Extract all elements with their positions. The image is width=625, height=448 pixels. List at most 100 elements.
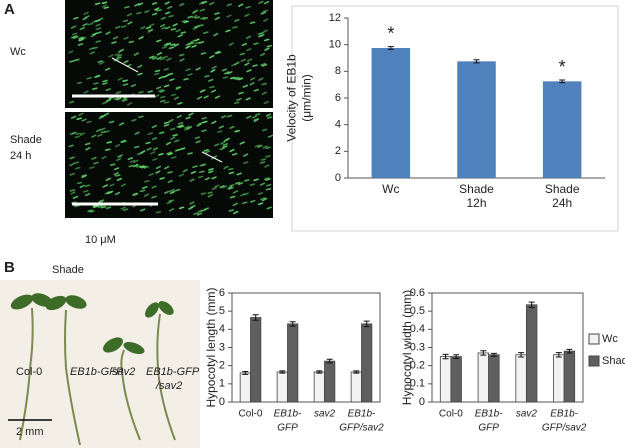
filament	[228, 186, 234, 190]
filament	[236, 172, 242, 176]
filament	[226, 114, 233, 118]
filament	[251, 115, 257, 119]
y-tick-label: 0.4	[410, 323, 425, 335]
x-tick-label: Col-0	[439, 409, 463, 420]
filament	[72, 35, 78, 39]
filament	[76, 117, 82, 120]
filament	[261, 63, 268, 67]
filament	[223, 138, 229, 143]
filament	[108, 54, 114, 58]
y-tick-label: 1	[219, 378, 225, 390]
filament	[173, 96, 179, 100]
filament	[260, 11, 267, 15]
filament	[104, 67, 111, 71]
filament	[89, 166, 95, 169]
filament	[187, 73, 193, 77]
filament	[239, 52, 245, 56]
filament	[71, 131, 78, 135]
error-bar	[555, 352, 562, 358]
filament	[151, 2, 158, 5]
filament	[169, 188, 175, 193]
filament	[169, 78, 175, 82]
filament	[148, 172, 154, 177]
filament	[100, 130, 107, 134]
filament	[140, 26, 146, 30]
seedlings	[19, 307, 176, 446]
filament	[105, 88, 111, 92]
filament	[68, 100, 75, 104]
filament	[166, 57, 172, 62]
filament	[237, 182, 244, 186]
legend-label: Shade	[602, 355, 625, 367]
filament	[159, 89, 165, 93]
filament	[179, 147, 186, 151]
filament	[236, 98, 242, 102]
filament	[249, 82, 255, 86]
filament	[170, 28, 177, 31]
x-tick-label: 24h	[552, 196, 572, 210]
filament	[123, 36, 129, 40]
filament	[220, 115, 227, 119]
filament	[174, 139, 180, 143]
filament	[114, 191, 121, 196]
error-bar	[289, 321, 296, 327]
x-tick-label: Shade	[545, 182, 580, 196]
filament	[238, 3, 244, 7]
filament	[104, 148, 111, 151]
filament	[168, 208, 175, 212]
filament	[121, 25, 127, 28]
filament	[243, 192, 249, 196]
filament	[122, 19, 129, 23]
x-tick-label: EB1b-	[274, 409, 302, 420]
filament	[214, 16, 220, 21]
filament	[234, 61, 240, 66]
filament	[78, 38, 84, 42]
filament	[158, 153, 164, 156]
x-tick-label: sav2	[314, 409, 336, 420]
x-tick-label: Col-0	[239, 409, 263, 420]
panel-label: B	[4, 259, 15, 276]
filament	[222, 185, 228, 189]
filament	[94, 19, 101, 23]
filament	[112, 36, 119, 40]
filament	[107, 191, 113, 195]
filament	[265, 113, 272, 117]
filament	[222, 76, 229, 79]
filament	[155, 165, 162, 170]
filament	[74, 135, 80, 139]
photo-label: Col-0	[16, 366, 42, 378]
filament	[98, 116, 104, 120]
filament	[169, 190, 176, 195]
chart-frame	[291, 5, 619, 232]
y-tick-label: 0	[335, 172, 341, 184]
filament	[92, 32, 98, 36]
bar	[350, 371, 362, 403]
filament	[219, 147, 225, 151]
filament	[228, 167, 234, 171]
filament	[84, 142, 91, 146]
filament	[126, 13, 132, 17]
filament	[165, 26, 171, 30]
filament	[150, 151, 156, 155]
filament	[264, 47, 270, 51]
filament	[259, 182, 266, 186]
cotyledons	[10, 293, 174, 355]
filament	[93, 161, 99, 165]
filament	[167, 72, 174, 76]
legend-swatch	[588, 333, 600, 345]
filament	[199, 8, 206, 12]
filament	[151, 195, 157, 199]
filament	[265, 155, 271, 158]
filament	[137, 64, 143, 69]
filament	[265, 183, 272, 187]
micrograph	[65, 0, 273, 108]
filament	[232, 26, 238, 29]
filament	[222, 145, 228, 149]
filament	[105, 31, 111, 35]
filament	[163, 67, 169, 71]
filament	[230, 76, 236, 80]
filament	[213, 32, 219, 37]
legend-label: Wc	[602, 333, 618, 345]
filament	[234, 18, 240, 22]
